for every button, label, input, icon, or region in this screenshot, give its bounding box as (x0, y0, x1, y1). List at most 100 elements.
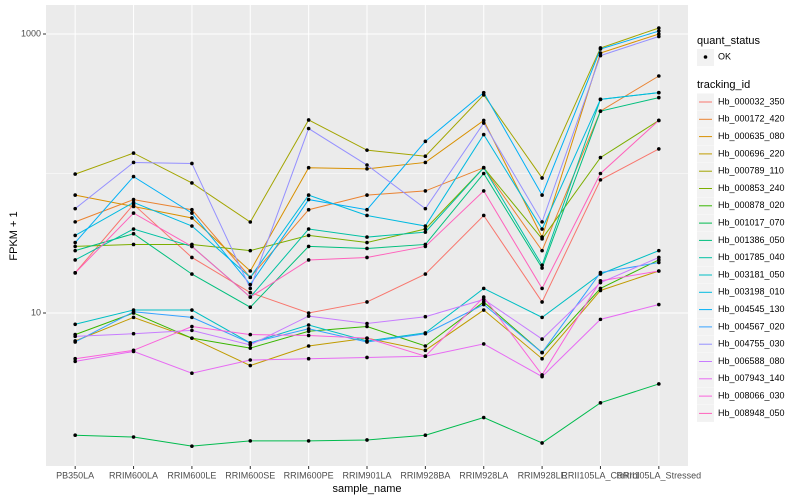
point (306, 197, 311, 202)
point (248, 439, 253, 443)
point (657, 302, 661, 307)
point (365, 300, 369, 304)
legend-label: Hb_004567_020 (718, 321, 785, 331)
legend-label: Hb_004755_030 (718, 339, 785, 349)
point (73, 334, 77, 339)
point (598, 401, 603, 405)
x-tick-label: RRIM901LA (342, 470, 391, 480)
point (657, 29, 661, 33)
point (73, 359, 77, 364)
point (481, 189, 486, 193)
point (540, 193, 544, 197)
point (365, 324, 369, 329)
point (540, 337, 544, 341)
point (306, 333, 311, 338)
point (481, 342, 486, 346)
point (131, 160, 136, 165)
y-tick-label: 1000 (21, 28, 41, 38)
point (657, 32, 661, 36)
point (248, 220, 253, 224)
point (73, 258, 77, 262)
legend-label: Hb_000172_420 (718, 114, 785, 124)
point (190, 308, 194, 312)
point (423, 224, 428, 228)
legend-label: Hb_003181_050 (718, 269, 785, 279)
point (190, 161, 194, 166)
point (481, 121, 486, 125)
point (306, 207, 311, 212)
point (598, 317, 603, 322)
point (481, 118, 486, 123)
point (190, 315, 194, 320)
point (481, 308, 486, 312)
x-tick-label: RRIM600PE (284, 470, 334, 480)
point (190, 255, 194, 260)
point (540, 300, 544, 304)
legend-label: Hb_006588_080 (718, 356, 785, 366)
point (73, 240, 77, 245)
point (73, 340, 77, 344)
point (248, 305, 253, 310)
point (481, 286, 486, 291)
point (481, 415, 486, 420)
point (598, 171, 603, 176)
point (190, 328, 194, 333)
point (657, 34, 661, 39)
point (423, 154, 428, 159)
point (306, 227, 311, 231)
point (306, 344, 311, 348)
point (365, 340, 369, 344)
point (190, 216, 194, 220)
point (481, 132, 486, 137)
legend-title: quant_status (697, 35, 760, 47)
y-axis-title: FPKM + 1 (8, 211, 20, 260)
point (190, 181, 194, 185)
point (657, 95, 661, 100)
point (540, 373, 544, 377)
point (657, 147, 661, 151)
point (365, 148, 369, 152)
point (540, 237, 544, 241)
point (598, 178, 603, 182)
point (598, 155, 603, 160)
point (131, 204, 136, 209)
point (248, 346, 253, 350)
point (657, 118, 661, 123)
point (306, 258, 311, 262)
point (540, 286, 544, 291)
legend-label: Hb_004545_130 (718, 304, 785, 314)
point (540, 227, 544, 231)
x-tick-label: PB350LA (56, 470, 94, 480)
point (423, 206, 428, 211)
legend-point (703, 55, 708, 59)
point (306, 439, 311, 443)
point (365, 213, 369, 218)
point (598, 47, 603, 51)
point (306, 323, 311, 327)
point (365, 438, 369, 442)
point (423, 331, 428, 336)
point (190, 444, 194, 448)
point (73, 244, 77, 249)
point (657, 26, 661, 30)
point (131, 309, 136, 314)
point (598, 279, 603, 283)
point (365, 235, 369, 239)
point (365, 193, 369, 197)
point (190, 224, 194, 228)
point (657, 255, 661, 260)
point (481, 165, 486, 170)
point (248, 269, 253, 273)
legend-label: Hb_001785_040 (718, 252, 785, 262)
point (131, 315, 136, 320)
point (306, 193, 311, 197)
x-axis-title: sample_name (332, 483, 401, 495)
point (248, 286, 253, 291)
point (657, 258, 661, 262)
point (423, 227, 428, 231)
point (598, 109, 603, 113)
legend-label: Hb_001386_050 (718, 235, 785, 245)
point (423, 230, 428, 234)
point (540, 266, 544, 270)
legend-label: Hb_003198_010 (718, 287, 785, 297)
